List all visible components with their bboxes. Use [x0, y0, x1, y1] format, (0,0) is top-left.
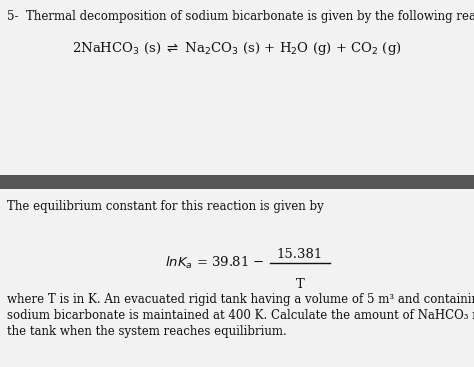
Text: The equilibrium constant for this reaction is given by: The equilibrium constant for this reacti…: [7, 200, 324, 213]
Text: where T is in K. An evacuated rigid tank having a volume of 5 m³ and containing : where T is in K. An evacuated rigid tank…: [7, 293, 474, 306]
Text: $lnK_a$ = 39.81 −: $lnK_a$ = 39.81 −: [165, 255, 266, 271]
Text: 5-  Thermal decomposition of sodium bicarbonate is given by the following reacti: 5- Thermal decomposition of sodium bicar…: [7, 10, 474, 23]
Text: sodium bicarbonate is maintained at 400 K. Calculate the amount of NaHCO₃ remain: sodium bicarbonate is maintained at 400 …: [7, 309, 474, 322]
Text: 15.381: 15.381: [277, 248, 323, 261]
Text: T: T: [296, 278, 304, 291]
Text: 2NaHCO$_3$ (s) $\rightleftharpoons$ Na$_2$CO$_3$ (s) + H$_2$O (g) + CO$_2$ (g): 2NaHCO$_3$ (s) $\rightleftharpoons$ Na$_…: [72, 40, 402, 57]
Text: the tank when the system reaches equilibrium.: the tank when the system reaches equilib…: [7, 325, 287, 338]
Bar: [0, 175, 474, 189]
